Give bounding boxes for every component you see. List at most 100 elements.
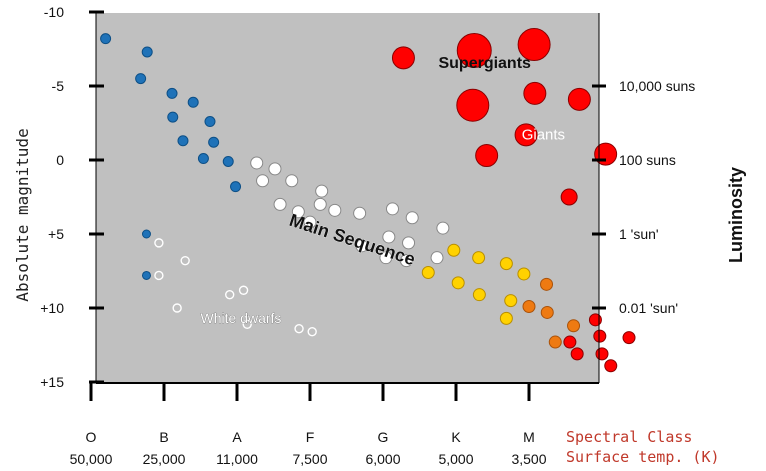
star-white [250, 156, 264, 170]
star-red [456, 32, 492, 68]
spectral-class-label: A [232, 429, 242, 445]
star-orange [522, 300, 536, 314]
star-white [303, 215, 317, 229]
temperature-label: 11,000 [216, 451, 258, 467]
temperature-label: 6,000 [365, 451, 400, 467]
temperature-label: 25,000 [143, 451, 186, 467]
star-blue [141, 229, 151, 239]
star-white [268, 162, 282, 176]
star-yellow [421, 265, 435, 279]
luminosity-tick-label: 1 'sun' [619, 226, 659, 242]
star-blue [187, 96, 199, 108]
white-dwarfs-label: White dwarfs [201, 310, 282, 326]
star-yellow [472, 288, 486, 302]
star-red [391, 46, 415, 70]
star-orange [540, 277, 554, 291]
star-white [180, 255, 190, 266]
star-white [315, 184, 329, 198]
star-red [517, 28, 551, 62]
star-white [291, 205, 305, 219]
star-red [622, 331, 636, 345]
star-blue [177, 135, 189, 147]
star-white [224, 289, 235, 300]
y-tick-label: +5 [48, 226, 64, 242]
star-white [382, 230, 396, 244]
spectral-class-label: M [523, 429, 535, 445]
star-blue [166, 87, 178, 99]
star-white [242, 319, 252, 329]
star-white [154, 270, 164, 281]
star-red [570, 347, 584, 361]
star-yellow [499, 257, 513, 271]
spectral-class-label: F [306, 429, 315, 445]
star-orange [567, 319, 581, 333]
star-white [285, 174, 299, 188]
star-red [595, 347, 609, 361]
star-blue [167, 111, 179, 123]
star-blue [100, 33, 112, 45]
star-red [594, 142, 618, 166]
star-white [436, 221, 450, 235]
star-white [402, 236, 416, 250]
star-red [593, 329, 607, 343]
star-orange [540, 305, 554, 319]
x-axis-label-spectral-class: Spectral Class [566, 428, 692, 446]
star-blue [204, 116, 216, 128]
star-white [154, 238, 164, 248]
star-yellow [499, 311, 513, 325]
star-white [273, 197, 287, 211]
temperature-label: 50,000 [70, 451, 113, 467]
y-tick-label: +15 [40, 374, 64, 390]
star-white [355, 239, 369, 253]
star-yellow [472, 251, 486, 265]
y-axis-label: Absolute magnitude [13, 128, 32, 301]
temperature-label: 3,500 [511, 451, 546, 467]
y-axis-ticks: -10 -5 0 +5 +10 +15 [40, 4, 104, 390]
spectral-class-label: O [86, 429, 97, 445]
star-white [379, 251, 393, 265]
star-white [405, 211, 419, 225]
star-white [313, 197, 327, 211]
star-white [307, 326, 317, 337]
star-white [256, 174, 270, 188]
star-yellow [517, 267, 531, 281]
giants-label: Giants [522, 126, 565, 143]
spectral-class-label: K [451, 429, 461, 445]
star-red [563, 335, 577, 349]
temperature-label: 7,500 [292, 451, 327, 467]
star-white [399, 254, 413, 268]
star-blue [222, 155, 234, 167]
star-orange [548, 335, 562, 349]
star-yellow [451, 276, 465, 290]
y-tick-label: -10 [44, 4, 64, 20]
star-red [604, 359, 618, 373]
star-white [294, 324, 304, 334]
star-blue [135, 73, 147, 85]
right-axis-ticks: 10,000 suns 100 suns 1 'sun' 0.01 'sun' [592, 78, 695, 316]
x-axis-label-surface-temp: Surface temp. (K) [566, 448, 720, 466]
x-axis-ticks: O 50,000 B 25,000 A 11,000 F 7,500 G 6,000 K 5,000 M… [70, 383, 547, 467]
star-white [353, 206, 367, 220]
luminosity-tick-label: 10,000 suns [619, 78, 695, 94]
star-blue [141, 270, 151, 280]
luminosity-tick-label: 0.01 'sun' [619, 300, 678, 316]
star-white [385, 202, 399, 216]
spectral-class-label: B [159, 429, 168, 445]
star-red [560, 188, 578, 206]
star-blue [141, 46, 153, 58]
star-yellow [447, 243, 461, 257]
y-tick-label: +10 [40, 300, 64, 316]
luminosity-axis-label: Luminosity [726, 167, 746, 263]
star-red [588, 313, 602, 327]
star-blue [230, 181, 242, 193]
star-red [567, 87, 591, 111]
star-red [514, 123, 538, 147]
star-red [456, 88, 490, 122]
spectral-class-label: G [378, 429, 389, 445]
plot-background [96, 13, 599, 383]
star-white [328, 203, 342, 217]
y-tick-label: -5 [52, 78, 65, 94]
star-white [172, 303, 182, 313]
star-white [238, 285, 249, 295]
